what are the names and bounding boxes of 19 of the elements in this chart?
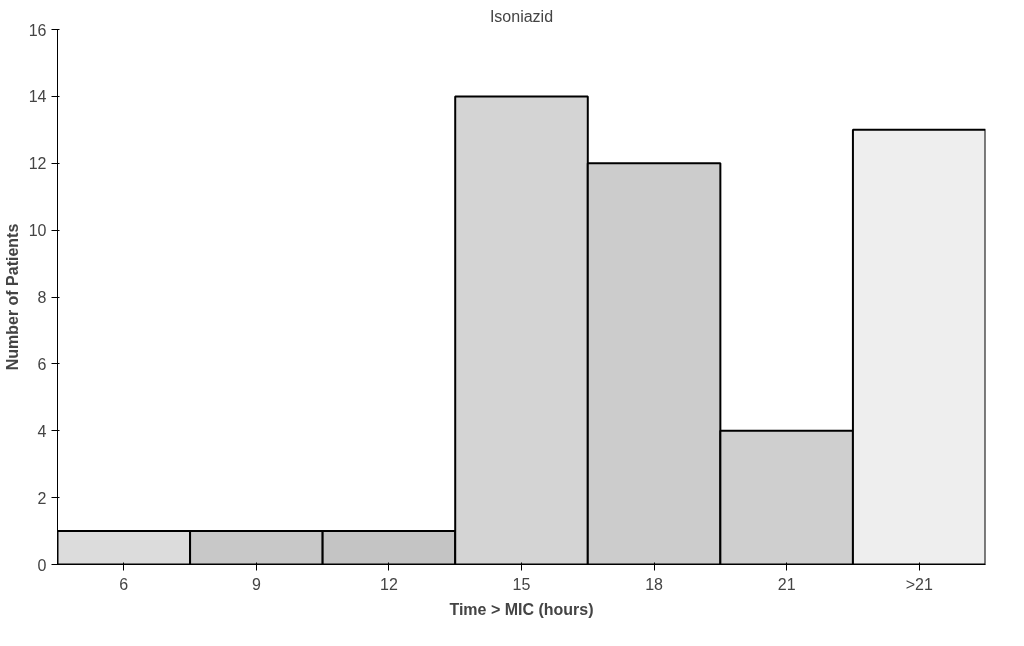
x-tick-label: 9	[251, 575, 261, 593]
x-axis-title: Time > MIC (hours)	[449, 600, 594, 618]
x-tick-label: 18	[645, 575, 664, 593]
y-axis-title: Number of Patients	[3, 223, 21, 371]
x-tick-label: 15	[512, 575, 531, 593]
y-tick-label: 12	[28, 155, 47, 173]
y-tick-label: 16	[28, 21, 47, 39]
chart-title: Isoniazid	[489, 7, 554, 25]
x-tick-label: 21	[777, 575, 796, 593]
y-tick-label: 10	[28, 222, 47, 240]
y-tick-label: 14	[28, 88, 47, 106]
x-tick-label: >21	[905, 575, 933, 593]
y-tick-label: 6	[37, 355, 47, 373]
x-tick-label: 6	[119, 575, 129, 593]
y-tick-label: 0	[37, 556, 47, 574]
y-tick-label: 8	[37, 289, 47, 306]
x-tick-label: 12	[380, 575, 398, 593]
y-tick-label: 2	[37, 489, 47, 507]
y-tick-label: 4	[37, 422, 47, 440]
